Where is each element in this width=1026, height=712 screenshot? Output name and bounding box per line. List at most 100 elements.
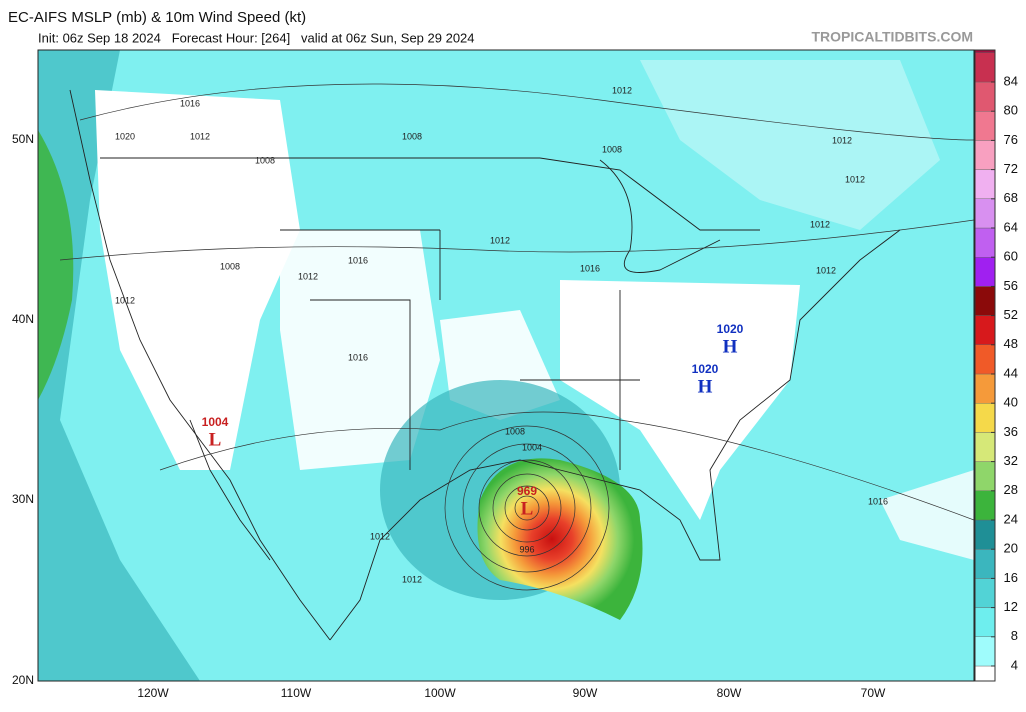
colorbar-label: 72 <box>1004 161 1018 176</box>
isobar-label: 1016 <box>868 496 888 506</box>
isobar-label: 1008 <box>255 155 275 165</box>
isobar-label: 1012 <box>298 271 318 281</box>
title: EC-AIFS MSLP (mb) & 10m Wind Speed (kt) <box>8 9 306 26</box>
isobar-label: 1012 <box>832 135 852 145</box>
colorbar-band <box>974 373 996 404</box>
isobar-label: 1012 <box>810 219 830 229</box>
calm-rockies <box>280 230 440 470</box>
center-value: 1020 <box>717 322 744 336</box>
isobar-label: 1016 <box>348 255 368 265</box>
lon-label: 110W <box>281 686 312 700</box>
lat-label: 30N <box>12 492 34 506</box>
subtitle: Init: 06z Sep 18 2024 Forecast Hour: [26… <box>38 30 475 45</box>
isobars <box>59 83 974 591</box>
colorbar-label: 44 <box>1004 365 1018 380</box>
colorbar-label: 52 <box>1004 307 1018 322</box>
colorbar-band <box>974 344 996 375</box>
colorbar-label: 68 <box>1004 190 1018 205</box>
colorbar-band <box>974 578 996 608</box>
colorbar-band <box>974 52 996 83</box>
colorbar-band <box>974 519 996 550</box>
isobar-label: 1016 <box>348 352 368 362</box>
colorbar-label: 8 <box>1011 628 1018 643</box>
calm-west <box>95 90 300 470</box>
storm-core <box>477 458 643 620</box>
isobar-label: 1012 <box>190 131 210 141</box>
lat-label: 40N <box>12 312 34 326</box>
map-frame <box>37 49 975 682</box>
isobar-label: 996 <box>519 544 534 554</box>
colorbar-label: 48 <box>1004 336 1018 351</box>
colorbar-label: 40 <box>1004 395 1018 410</box>
colorbar-label: 36 <box>1004 424 1018 439</box>
isobar-label: 1008 <box>220 261 240 271</box>
isobar-label: 1004 <box>522 442 542 452</box>
colorbar-band <box>974 403 996 433</box>
colorbar-band <box>974 432 996 462</box>
colorbar-label: 24 <box>1004 511 1018 526</box>
colorbar-label: 60 <box>1004 249 1018 264</box>
colorbar-label: 32 <box>1004 453 1018 468</box>
lat-label: 50N <box>12 132 34 146</box>
colorbar-band <box>974 110 996 141</box>
colorbar-band <box>974 257 996 287</box>
colorbar-label: 76 <box>1004 132 1018 147</box>
center-letter: H <box>723 336 738 357</box>
colorbar-band <box>974 81 996 112</box>
lon-label: 120W <box>137 686 169 700</box>
colorbar-band <box>974 315 996 346</box>
map <box>38 50 974 681</box>
lon-label: 90W <box>573 686 598 700</box>
colorbar-frame <box>974 49 996 682</box>
isobar-label: 1016 <box>580 263 600 273</box>
colorbar-label: 20 <box>1004 541 1018 556</box>
colorbar-label: 80 <box>1004 103 1018 118</box>
colorbar-band <box>974 140 996 170</box>
pacific-wind <box>38 50 200 681</box>
coastlines <box>69 89 901 641</box>
lat-label: 20N <box>12 673 34 687</box>
isobar-label: 1016 <box>180 98 200 108</box>
isobar-label: 1012 <box>402 574 422 584</box>
isobar-label: 1008 <box>602 144 622 154</box>
center-value: 1020 <box>692 362 719 376</box>
colorbar-band <box>974 461 996 492</box>
center-letter: L <box>209 429 222 450</box>
isobar-label: 1012 <box>816 265 836 275</box>
lon-label: 80W <box>717 686 742 700</box>
colorbar-band <box>974 549 996 579</box>
isobar-label: 1020 <box>115 131 135 141</box>
isobar-label: 1012 <box>490 235 510 245</box>
center-value: 969 <box>517 484 537 498</box>
colorbar-label: 4 <box>1011 657 1018 672</box>
center-letter: L <box>521 498 534 519</box>
center-value: 1004 <box>202 415 229 429</box>
colorbar-label: 64 <box>1004 219 1018 234</box>
colorbar-band <box>974 227 996 258</box>
colorbar-band <box>974 607 996 637</box>
colorbar-label: 56 <box>1004 278 1018 293</box>
isobar-label: 1012 <box>115 295 135 305</box>
colorbar-band <box>974 286 996 316</box>
isobar-label: 1008 <box>505 426 525 436</box>
colorbar-band <box>974 169 996 200</box>
isobar-label: 1012 <box>612 85 632 95</box>
pacific-jet <box>38 130 74 400</box>
isobar-label: 1008 <box>402 131 422 141</box>
colorbar-label: 12 <box>1004 599 1018 614</box>
colorbar-label: 28 <box>1004 482 1018 497</box>
isobar-label: 1012 <box>845 174 865 184</box>
colorbar-label: 84 <box>1004 73 1018 88</box>
lon-label: 70W <box>861 686 886 700</box>
calm-canada <box>640 60 940 230</box>
isobar-label: 1012 <box>370 531 390 541</box>
lon-label: 100W <box>424 686 456 700</box>
colorbar-label: 16 <box>1004 570 1018 585</box>
colorbar-band <box>974 636 996 667</box>
calm-atlantic <box>880 470 974 560</box>
source: TROPICALTIDBITS.COM <box>811 29 973 45</box>
colorbar-band <box>974 665 996 682</box>
colorbar-band <box>974 490 996 521</box>
center-letter: H <box>698 376 713 397</box>
